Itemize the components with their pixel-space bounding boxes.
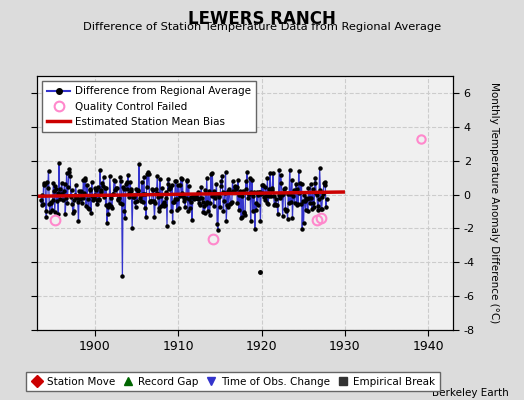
Text: Berkeley Earth: Berkeley Earth (432, 388, 508, 398)
Text: LEWERS RANCH: LEWERS RANCH (188, 10, 336, 28)
Legend: Difference from Regional Average, Quality Control Failed, Estimated Station Mean: Difference from Regional Average, Qualit… (42, 81, 256, 132)
Legend: Station Move, Record Gap, Time of Obs. Change, Empirical Break: Station Move, Record Gap, Time of Obs. C… (26, 372, 440, 391)
Y-axis label: Monthly Temperature Anomaly Difference (°C): Monthly Temperature Anomaly Difference (… (489, 82, 499, 324)
Text: Difference of Station Temperature Data from Regional Average: Difference of Station Temperature Data f… (83, 22, 441, 32)
